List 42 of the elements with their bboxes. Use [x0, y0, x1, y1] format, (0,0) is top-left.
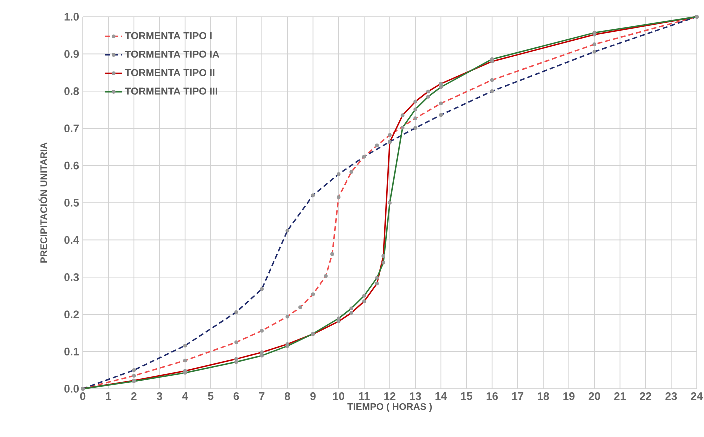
y-tick-label: 0.4 [64, 236, 80, 244]
x-tick-label: 17 [512, 392, 524, 400]
y-tick-label: 0.1 [64, 348, 80, 356]
x-tick-label: 0 [80, 392, 86, 400]
y-tick-label: 0.5 [64, 199, 80, 207]
y-tick-label: 0.2 [64, 310, 80, 318]
x-tick-label: 5 [208, 392, 214, 400]
y-tick-label: 0.6 [64, 162, 80, 170]
x-tick-label: 16 [486, 392, 498, 400]
y-tick-label: 0.0 [64, 385, 80, 393]
x-tick-label: 18 [538, 392, 550, 400]
x-tick-label: 10 [333, 392, 344, 400]
legend-label: TORMENTA TIPO III [125, 88, 218, 95]
y-tick-label: 1.0 [64, 13, 80, 21]
x-tick-label: 8 [284, 392, 290, 400]
y-tick-label: 0.3 [64, 274, 80, 282]
x-tick-label: 14 [436, 392, 448, 400]
legend-label: TORMENTA TIPO II [125, 69, 215, 76]
x-tick-label: 4 [182, 392, 188, 400]
legend-label: TORMENTA TIPO IA [125, 50, 220, 58]
x-tick-label: 15 [461, 392, 473, 400]
x-tick-label: 9 [310, 392, 316, 400]
x-tick-label: 6 [234, 392, 240, 400]
x-tick-label: 11 [359, 392, 370, 400]
x-tick-label: 13 [410, 392, 422, 400]
x-tick-label: 12 [384, 392, 396, 400]
x-axis-title: TIEMPO ( HORAS ) [348, 403, 432, 412]
x-tick-label: 1 [106, 392, 112, 400]
x-tick-label: 7 [260, 392, 265, 400]
legend-label: TORMENTA TIPO I [125, 32, 212, 40]
x-tick-label: 22 [640, 392, 652, 400]
x-tick-label: 24 [691, 392, 704, 400]
y-tick-label: 0.7 [64, 124, 79, 132]
x-tick-label: 2 [131, 392, 137, 400]
x-tick-label: 20 [588, 392, 600, 400]
y-axis-title: PRECIPITACIÓN UNITARIA [38, 142, 48, 263]
x-tick-label: 23 [666, 392, 678, 400]
x-tick-label: 19 [564, 392, 575, 400]
x-tick-label: 21 [614, 392, 626, 400]
y-tick-label: 0.9 [64, 50, 80, 58]
x-tick-label: 3 [156, 392, 162, 400]
y-tick-label: 0.8 [64, 88, 80, 96]
